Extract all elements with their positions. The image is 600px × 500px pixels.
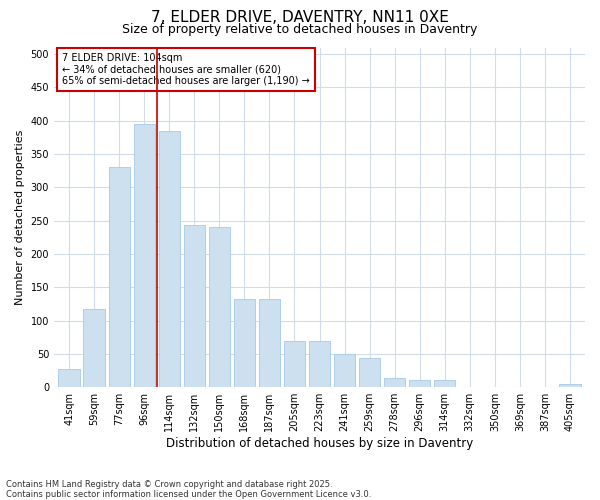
Bar [559,384,581,387]
Bar [234,298,255,387]
Bar [158,131,180,387]
Bar [334,354,355,387]
Text: 7, ELDER DRIVE, DAVENTRY, NN11 0XE: 7, ELDER DRIVE, DAVENTRY, NN11 0XE [151,10,449,25]
Bar [184,226,205,387]
Bar [309,340,330,387]
Bar [434,380,455,387]
Bar [359,358,380,387]
Bar [83,308,105,387]
Bar [209,228,230,387]
Bar [284,340,305,387]
Bar [259,298,280,387]
Text: 7 ELDER DRIVE: 104sqm
← 34% of detached houses are smaller (620)
65% of semi-det: 7 ELDER DRIVE: 104sqm ← 34% of detached … [62,52,310,86]
Text: Contains HM Land Registry data © Crown copyright and database right 2025.
Contai: Contains HM Land Registry data © Crown c… [6,480,371,499]
Text: Size of property relative to detached houses in Daventry: Size of property relative to detached ho… [122,22,478,36]
Bar [384,378,406,387]
Bar [409,380,430,387]
Y-axis label: Number of detached properties: Number of detached properties [15,130,25,305]
Bar [134,124,155,387]
X-axis label: Distribution of detached houses by size in Daventry: Distribution of detached houses by size … [166,437,473,450]
Bar [58,369,80,387]
Bar [109,168,130,387]
